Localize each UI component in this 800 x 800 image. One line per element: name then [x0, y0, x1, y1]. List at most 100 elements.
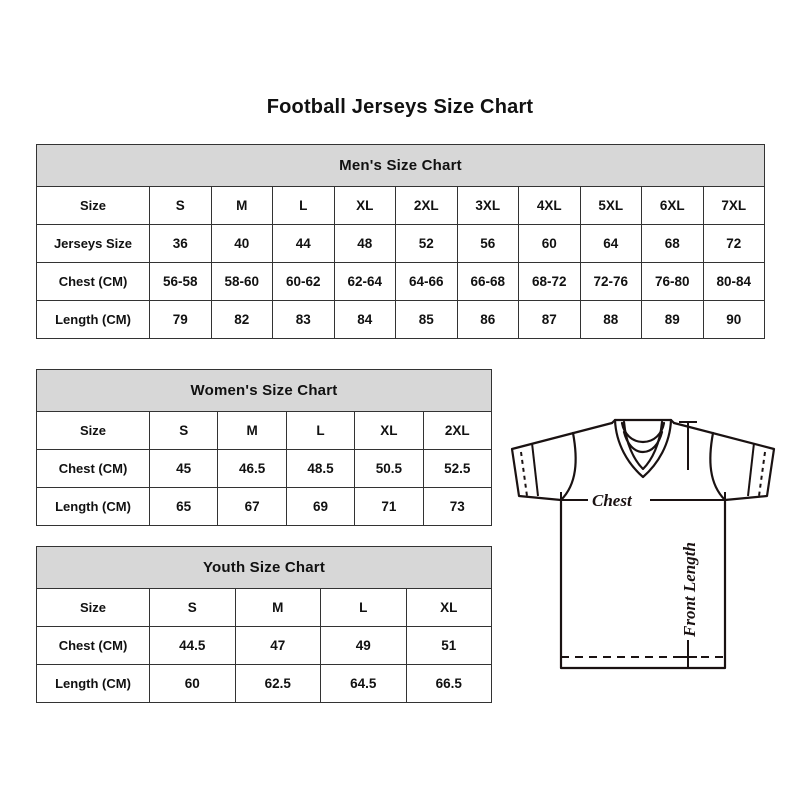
mens-caption-row: Men's Size Chart [36, 144, 765, 187]
table-row: Length (CM) 79 82 83 84 85 86 87 88 89 90 [36, 300, 765, 339]
womens-header-size-2xl: 2XL [422, 411, 493, 450]
youth-cell-r1-c0: 60 [149, 664, 236, 703]
table-row: Chest (CM) 44.5 47 49 51 [36, 626, 492, 665]
youth-header-label: Size [36, 588, 150, 627]
womens-header-row: Size S M L XL 2XL [36, 411, 493, 450]
youth-caption: Youth Size Chart [36, 546, 492, 589]
chest-measure-line [560, 492, 726, 512]
jersey-vneck-outer [613, 418, 673, 479]
womens-table-body: Women's Size Chart Size S M L XL 2XL Chest (CM)… [36, 369, 493, 526]
womens-cell-r1-c4: 73 [422, 487, 493, 526]
mens-cell-r0-c6: 60 [518, 224, 581, 263]
table-row: Jerseys Size 36 40 44 48 52 56 60 64 68 72 [36, 224, 765, 263]
jersey-collar-arc-1 [620, 421, 666, 444]
mens-cell-r1-c1: 58-60 [210, 262, 273, 301]
womens-cell-r1-c3: 71 [354, 487, 424, 526]
mens-header-size-6xl: 6XL [641, 186, 704, 225]
mens-cell-r1-c0: 56-58 [149, 262, 212, 301]
mens-row-label-0: Jerseys Size [36, 224, 150, 263]
mens-cell-r0-c5: 56 [456, 224, 519, 263]
jersey-right-cuff-fold [747, 442, 755, 497]
womens-size-chart-table: Women's Size Chart Size S M L XL 2XL Chest (CM)… [36, 369, 493, 526]
jersey-cuff-stitching [520, 451, 766, 497]
mens-cell-r2-c9: 90 [702, 300, 765, 339]
womens-cell-r0-c1: 46.5 [217, 449, 287, 488]
mens-header-size-5xl: 5XL [579, 186, 642, 225]
mens-cell-r1-c6: 68-72 [518, 262, 581, 301]
page-title: Football Jerseys Size Chart [266, 96, 534, 118]
womens-header-label: Size [36, 411, 150, 450]
mens-cell-r2-c2: 83 [272, 300, 335, 339]
youth-header-size-xl: XL [405, 588, 492, 627]
mens-cell-r1-c2: 60-62 [272, 262, 335, 301]
mens-cell-r0-c8: 68 [641, 224, 704, 263]
table-row: Chest (CM) 45 46.5 48.5 50.5 52.5 [36, 449, 493, 488]
mens-header-size-3xl: 3XL [456, 186, 519, 225]
womens-cell-r1-c0: 65 [148, 487, 219, 526]
youth-cell-r1-c2: 64.5 [320, 664, 407, 703]
mens-header-size-2xl: 2XL [395, 186, 458, 225]
jersey-measurement-diagram: Chest Front Length [498, 392, 788, 692]
mens-header-label: Size [36, 186, 150, 225]
womens-cell-r1-c2: 69 [285, 487, 356, 526]
jersey-cuff-folds [531, 442, 755, 497]
youth-header-size-m: M [234, 588, 321, 627]
womens-caption: Women's Size Chart [36, 369, 492, 412]
mens-header-size-m: M [210, 186, 273, 225]
womens-header-size-s: S [148, 411, 219, 450]
mens-cell-r2-c5: 86 [456, 300, 519, 339]
chest-label: Chest [592, 491, 633, 510]
front-length-measure-line [679, 421, 697, 668]
jersey-left-cuff-dash [520, 451, 528, 497]
jersey-left-armhole [559, 431, 577, 502]
table-row: Chest (CM) 56-58 58-60 60-62 62-64 64-66 66-68… [36, 262, 765, 301]
jersey-left-sleeve-outline [510, 421, 614, 502]
jersey-left-cuff-fold [531, 442, 539, 497]
youth-cell-r1-c1: 62.5 [234, 664, 321, 703]
womens-cell-r1-c1: 67 [217, 487, 287, 526]
womens-cell-r0-c4: 52.5 [422, 449, 493, 488]
mens-size-chart-table: Men's Size Chart Size S M L XL 2XL 3XL 4XL 5XL 6XL… [36, 144, 765, 339]
womens-header-size-l: L [285, 411, 356, 450]
youth-header-row: Size S M L XL [36, 588, 492, 627]
mens-header-size-s: S [149, 186, 212, 225]
youth-table-body: Youth Size Chart Size S M L XL Chest (CM) 44.5 4… [36, 546, 492, 703]
mens-cell-r1-c7: 72-76 [579, 262, 642, 301]
mens-cell-r2-c4: 85 [395, 300, 458, 339]
front-length-label: Front Length [680, 542, 699, 638]
mens-row-label-1: Chest (CM) [36, 262, 150, 301]
table-row: Length (CM) 65 67 69 71 73 [36, 487, 493, 526]
youth-cell-r0-c1: 47 [234, 626, 321, 665]
mens-header-size-l: L [272, 186, 335, 225]
mens-header-size-4xl: 4XL [518, 186, 581, 225]
youth-caption-row: Youth Size Chart [36, 546, 492, 589]
youth-header-size-l: L [320, 588, 407, 627]
jersey-right-armhole [709, 431, 727, 502]
mens-cell-r1-c3: 62-64 [333, 262, 396, 301]
mens-cell-r1-c9: 80-84 [702, 262, 765, 301]
jersey-right-sleeve-outline [672, 421, 776, 502]
mens-cell-r1-c4: 64-66 [395, 262, 458, 301]
youth-cell-r0-c0: 44.5 [149, 626, 236, 665]
jersey-outline [510, 418, 776, 670]
mens-cell-r0-c9: 72 [702, 224, 765, 263]
mens-cell-r0-c2: 44 [272, 224, 335, 263]
youth-size-chart-table: Youth Size Chart Size S M L XL Chest (CM) 44.5 4… [36, 546, 492, 703]
mens-cell-r2-c1: 82 [210, 300, 273, 339]
womens-cell-r0-c0: 45 [148, 449, 219, 488]
youth-row-label-0: Chest (CM) [36, 626, 150, 665]
mens-caption: Men's Size Chart [36, 144, 765, 187]
mens-cell-r0-c3: 48 [333, 224, 396, 263]
womens-cell-r0-c2: 48.5 [285, 449, 356, 488]
womens-header-size-xl: XL [354, 411, 424, 450]
mens-cell-r1-c5: 66-68 [456, 262, 519, 301]
mens-header-size-xl: XL [333, 186, 396, 225]
womens-header-size-m: M [217, 411, 287, 450]
mens-cell-r2-c8: 89 [641, 300, 704, 339]
mens-cell-r2-c6: 87 [518, 300, 581, 339]
womens-row-label-1: Length (CM) [36, 487, 150, 526]
mens-header-row: Size S M L XL 2XL 3XL 4XL 5XL 6XL 7XL [36, 186, 765, 225]
mens-cell-r2-c3: 84 [333, 300, 396, 339]
jersey-right-cuff-dash [758, 451, 766, 497]
mens-header-size-7xl: 7XL [702, 186, 765, 225]
